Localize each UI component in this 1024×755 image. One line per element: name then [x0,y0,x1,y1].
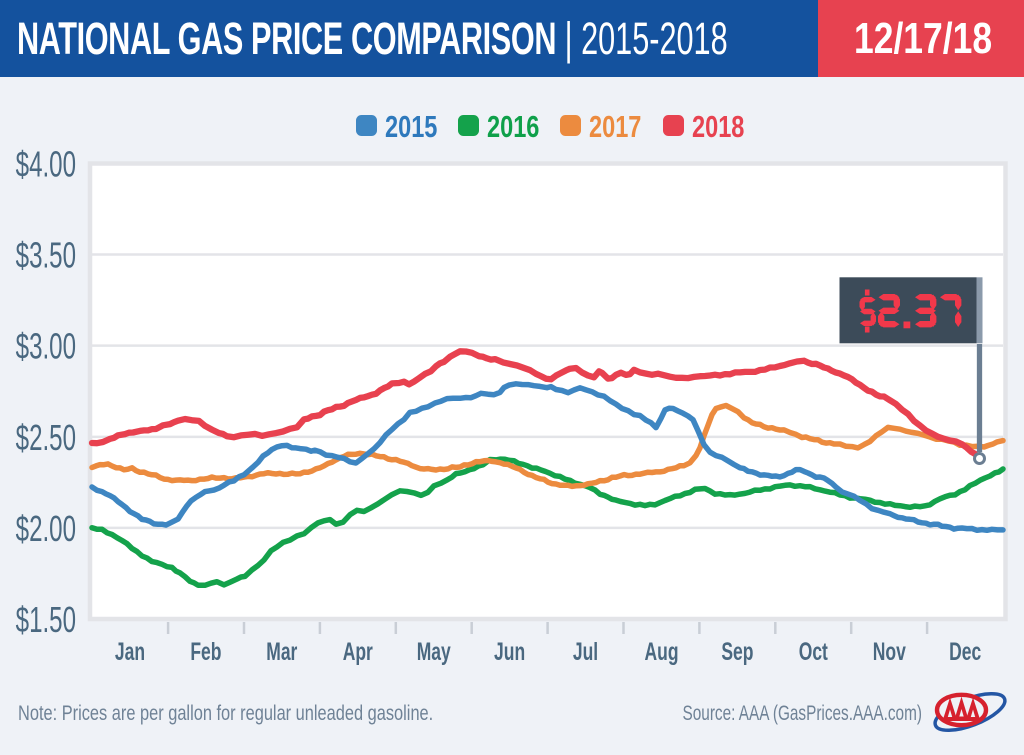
svg-text:Apr: Apr [343,637,374,666]
svg-text:Jan: Jan [115,637,145,666]
svg-text:$4.00: $4.00 [16,145,76,185]
svg-text:$3.50: $3.50 [16,236,76,276]
svg-text:$1.50: $1.50 [16,600,76,640]
svg-text:$2.50: $2.50 [16,418,76,458]
svg-text:Mar: Mar [266,637,298,666]
svg-text:Feb: Feb [190,637,221,666]
svg-text:Dec: Dec [949,637,981,666]
svg-text:Oct: Oct [799,637,828,666]
svg-text:Aug: Aug [645,637,679,666]
svg-text:$2.00: $2.00 [16,509,76,549]
svg-text:$3.00: $3.00 [16,327,76,367]
svg-text:May: May [417,637,451,666]
svg-text:Sep: Sep [721,637,753,666]
svg-text:Nov: Nov [873,637,906,666]
svg-text:Jul: Jul [573,637,598,666]
svg-text:Jun: Jun [494,637,525,666]
